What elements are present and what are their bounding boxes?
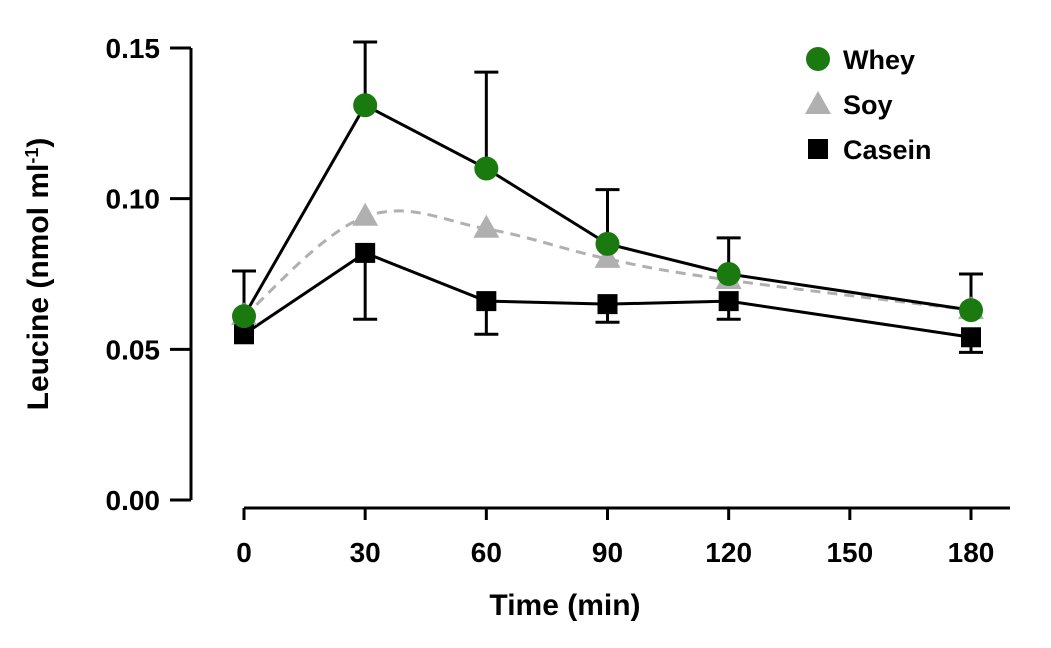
- data-markers: [231, 93, 984, 348]
- y-tick-label: 0.15: [106, 33, 161, 64]
- legend-soy-triangle-icon: [805, 91, 831, 114]
- x-ticks: 0 30 60 90 120 150 180: [236, 508, 994, 568]
- data-point-casein: [476, 291, 497, 312]
- legend-label-soy: Soy: [843, 90, 893, 120]
- data-point-soy: [594, 244, 621, 268]
- series-line-casein: [243, 251, 972, 339]
- y-ticks: 0.00 0.05 0.10 0.15: [106, 33, 191, 516]
- legend-label-whey: Whey: [843, 45, 915, 75]
- legend-whey-circle-icon: [806, 47, 830, 71]
- data-point-soy: [473, 214, 500, 238]
- data-point-casein: [961, 327, 981, 348]
- y-tick-label: 0.10: [106, 184, 161, 215]
- data-point-whey: [474, 156, 499, 181]
- data-point-soy: [352, 202, 379, 226]
- y-axis-title: Leucine (nmol ml-1): [22, 138, 55, 411]
- data-point-casein: [597, 294, 618, 315]
- series-lines: [242, 103, 972, 339]
- data-point-whey: [353, 93, 378, 118]
- series-line-whey: [242, 103, 972, 317]
- legend: Whey Soy Casein: [805, 45, 932, 165]
- legend-label-casein: Casein: [843, 135, 932, 165]
- axes: [189, 48, 1010, 510]
- x-tick-label: 30: [350, 537, 381, 568]
- series-line-soy: [243, 209, 972, 318]
- x-tick-label: 0: [236, 537, 252, 568]
- y-axis-title-close: ): [22, 138, 55, 148]
- legend-item-casein: Casein: [808, 135, 932, 165]
- x-tick-label: 180: [948, 537, 995, 568]
- x-tick-label: 120: [705, 537, 752, 568]
- y-tick-label: 0.00: [106, 485, 161, 516]
- data-point-casein: [718, 291, 739, 312]
- x-axis-title: Time (min): [489, 589, 640, 622]
- x-tick-label: 60: [471, 537, 502, 568]
- x-tick-label: 90: [592, 537, 623, 568]
- y-axis-title-main: Leucine (nmol ml: [22, 164, 55, 411]
- legend-item-soy: Soy: [805, 90, 893, 120]
- data-point-casein: [355, 242, 376, 263]
- data-point-whey: [595, 231, 620, 256]
- x-tick-label: 150: [826, 537, 873, 568]
- y-axis-title-superscript: -1: [22, 148, 42, 164]
- data-point-whey: [959, 298, 983, 323]
- data-point-whey: [232, 304, 256, 329]
- data-point-whey: [716, 262, 741, 286]
- data-point-casein: [234, 324, 254, 345]
- legend-casein-square-icon: [808, 139, 828, 159]
- legend-item-whey: Whey: [806, 45, 915, 75]
- y-tick-label: 0.05: [106, 334, 161, 365]
